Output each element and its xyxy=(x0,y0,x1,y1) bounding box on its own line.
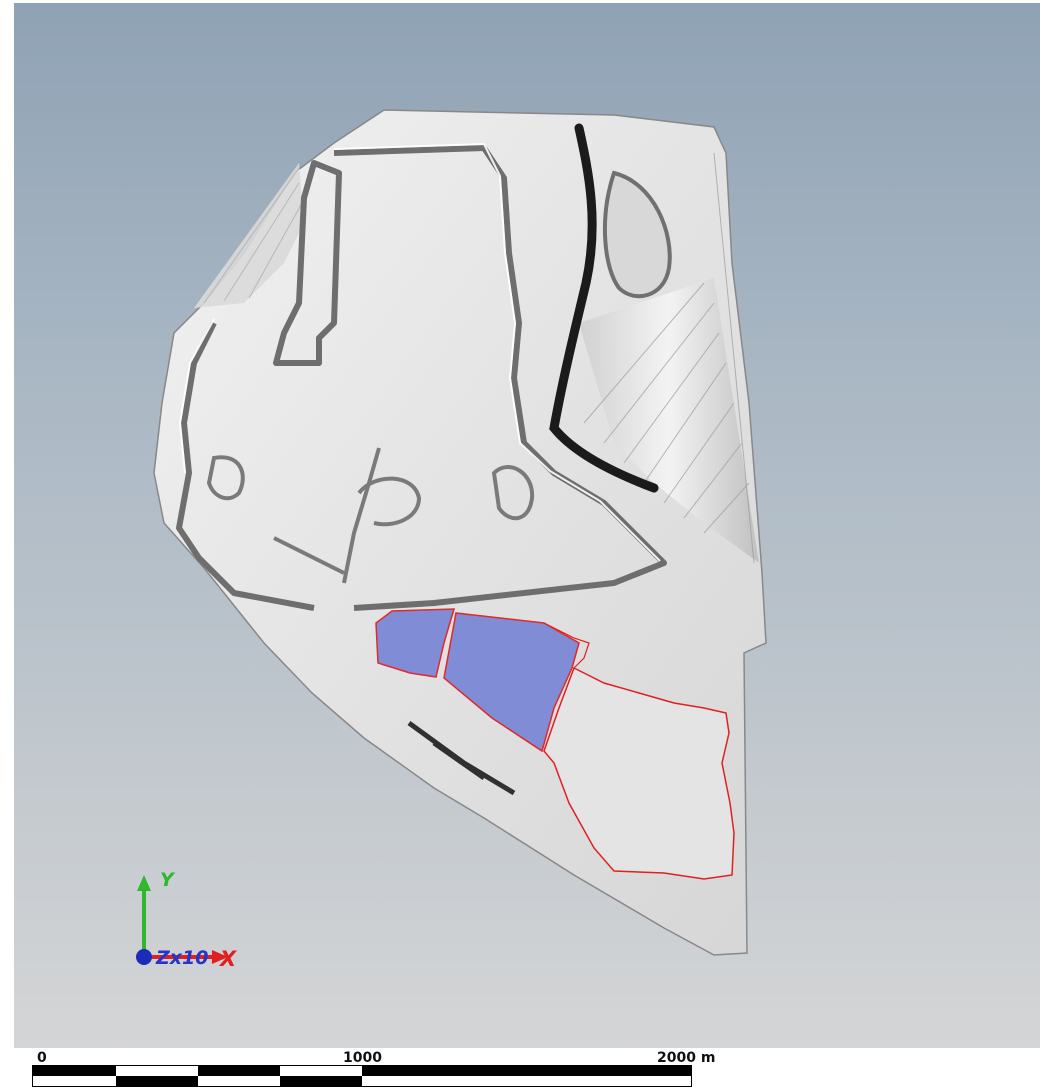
scale-label-end: 2000 m xyxy=(657,1050,716,1066)
axes-triad: Y Zx10 X xyxy=(126,865,246,975)
scale-label-start: 0 xyxy=(37,1050,47,1066)
fan-lines xyxy=(583,152,755,564)
scale-bar: 0 1000 2000 m xyxy=(32,1050,750,1090)
river-channel xyxy=(549,123,659,493)
3d-viewport[interactable]: Y Zx10 X xyxy=(14,3,1040,1048)
scale-segments xyxy=(32,1065,692,1087)
selected-region-west[interactable] xyxy=(375,608,456,678)
ne-basin xyxy=(602,170,672,299)
y-axis-label: Y xyxy=(160,869,174,891)
triangulated-fan-right xyxy=(579,278,759,563)
outlined-region[interactable] xyxy=(543,666,735,880)
tracks xyxy=(206,447,535,584)
selected-region-east[interactable] xyxy=(443,612,580,753)
terrain-render[interactable] xyxy=(14,3,1040,1048)
embankments xyxy=(176,145,667,611)
scale-label-mid: 1000 xyxy=(343,1050,382,1066)
z-scale-label: Zx10 xyxy=(156,947,209,969)
x-axis-label: X xyxy=(220,947,237,971)
z-axis-dot xyxy=(136,949,152,965)
